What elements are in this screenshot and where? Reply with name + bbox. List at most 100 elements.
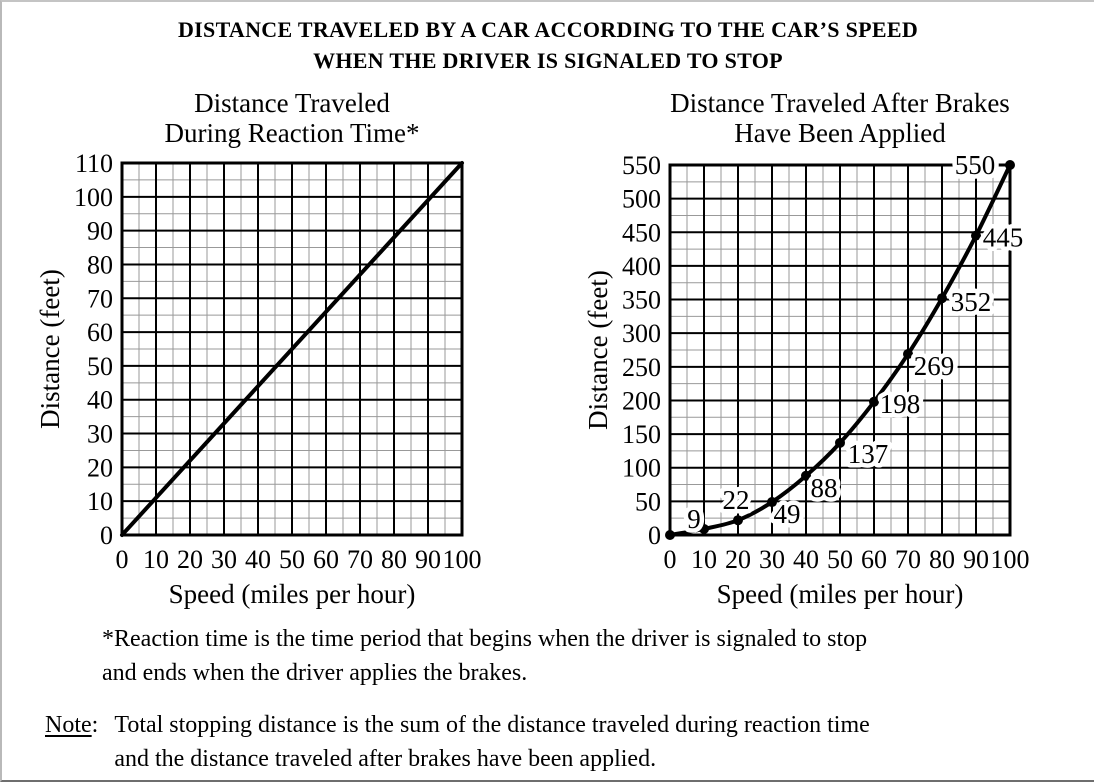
y-tick-label: 70 <box>87 284 113 313</box>
data-point <box>903 349 913 360</box>
major-gridlines <box>122 163 462 535</box>
x-tick-label: 40 <box>793 545 819 574</box>
point-labels: 9 22 49 88 137 198 269 352 445 550 <box>683 150 1028 538</box>
minor-gridlines <box>670 165 1010 535</box>
data-point <box>733 515 743 526</box>
y-tick-labels: 0 50 100 150 200 250 300 350 400 450 500 550 <box>622 151 661 550</box>
note-label-colon: : <box>91 712 99 738</box>
point-label: 269 <box>914 351 955 381</box>
data-point <box>665 530 675 540</box>
data-point <box>937 293 947 304</box>
reaction-time-footnote: *Reaction time is the time period that b… <box>102 622 1062 690</box>
x-tick-labels: 0 10 20 30 40 50 60 70 80 90 100 <box>664 545 1030 574</box>
y-tick-label: 0 <box>648 521 661 550</box>
x-tick-label: 100 <box>443 545 482 574</box>
note-label-word: Note <box>45 712 92 738</box>
y-axis-title: Distance (feet) <box>35 269 65 429</box>
x-tick-label: 60 <box>313 545 339 574</box>
x-axis-title: Speed (miles per hour) <box>169 579 416 609</box>
reaction-chart-title-line-2: During Reaction Time* <box>164 118 420 148</box>
point-label: 49 <box>774 499 801 529</box>
y-tick-label: 400 <box>622 252 661 281</box>
plot-border <box>668 163 1012 537</box>
x-tick-label: 90 <box>963 545 989 574</box>
x-tick-label: 80 <box>929 545 955 574</box>
y-axis-title: Distance (feet) <box>583 270 613 430</box>
braking-distance-chart: 0 10 20 30 40 50 60 70 80 90 100050100150200250300… <box>583 150 1030 609</box>
main-title-line-1: DISTANCE TRAVELED BY A CAR ACCORDING TO … <box>177 17 919 42</box>
x-axis-title: Speed (miles per hour) <box>717 579 964 609</box>
y-tick-label: 50 <box>635 487 661 516</box>
footnote-line-2: and ends when the driver applies the bra… <box>102 660 528 686</box>
y-tick-label: 10 <box>87 487 113 516</box>
point-label: 9 <box>687 504 701 534</box>
x-tick-label: 50 <box>279 545 305 574</box>
footnote-line-1: *Reaction time is the time period that b… <box>102 626 868 652</box>
y-tick-label: 40 <box>87 386 113 415</box>
x-tick-label: 70 <box>895 545 921 574</box>
data-point <box>767 497 777 508</box>
y-tick-label: 90 <box>87 217 113 246</box>
x-tick-label: 50 <box>827 545 853 574</box>
y-tick-label: 30 <box>87 420 113 449</box>
main-title-line-2: WHEN THE DRIVER IS SIGNALED TO STOP <box>313 48 783 73</box>
x-tick-label: 60 <box>861 545 887 574</box>
y-tick-labels: 0 10 20 30 40 50 60 70 80 90 100 110 <box>74 150 113 550</box>
y-tick-label: 550 <box>622 151 661 180</box>
major-gridlines <box>670 165 1010 535</box>
data-point <box>869 396 879 407</box>
point-label: 22 <box>723 485 750 515</box>
point-label: 550 <box>955 150 996 180</box>
note-text-line-1: Total stopping distance is the sum of th… <box>114 712 870 738</box>
x-tick-label: 0 <box>116 545 129 574</box>
x-tick-label: 70 <box>347 545 373 574</box>
data-line <box>120 161 464 537</box>
data-points <box>665 160 1015 540</box>
x-tick-label: 0 <box>664 545 677 574</box>
data-point <box>801 470 811 481</box>
point-label: 137 <box>848 439 889 469</box>
y-tick-label: 450 <box>622 218 661 247</box>
data-point <box>699 523 709 534</box>
x-tick-labels: 0 10 20 30 40 50 60 70 80 90 100 <box>116 545 482 574</box>
x-tick-label: 90 <box>415 545 441 574</box>
y-tick-label: 20 <box>87 453 113 482</box>
y-tick-label: 200 <box>622 386 661 415</box>
braking-chart-title-line-2: Have Been Applied <box>734 118 946 148</box>
reaction-chart-title-line-1: Distance Traveled <box>194 88 390 118</box>
point-label: 88 <box>811 473 838 503</box>
point-label: 445 <box>983 223 1024 253</box>
y-tick-label: 150 <box>622 420 661 449</box>
y-tick-label: 60 <box>87 318 113 347</box>
data-point <box>835 437 845 448</box>
x-tick-label: 10 <box>691 545 717 574</box>
note-label: Note: <box>45 708 98 742</box>
reaction-distance-chart: 0 10 20 30 40 50 60 70 80 90 100010203040506070809… <box>35 150 482 609</box>
y-tick-label: 300 <box>622 319 661 348</box>
braking-chart-title-line-1: Distance Traveled After Brakes <box>670 88 1010 118</box>
y-tick-label: 110 <box>75 150 113 178</box>
x-tick-label: 40 <box>245 545 271 574</box>
data-point <box>1005 160 1015 170</box>
x-tick-label: 30 <box>211 545 237 574</box>
x-tick-label: 80 <box>381 545 407 574</box>
y-tick-label: 80 <box>87 250 113 279</box>
y-tick-label: 100 <box>74 183 113 212</box>
x-tick-label: 20 <box>725 545 751 574</box>
data-point <box>971 230 981 241</box>
y-tick-label: 350 <box>622 286 661 315</box>
reaction-chart-title: Distance Traveled During Reaction Time* <box>122 88 462 148</box>
y-tick-label: 50 <box>87 352 113 381</box>
x-tick-label: 20 <box>177 545 203 574</box>
note-text-line-2: and the distance traveled after brakes h… <box>114 746 657 772</box>
y-tick-label: 250 <box>622 353 661 382</box>
x-tick-label: 100 <box>991 545 1030 574</box>
y-tick-label: 0 <box>100 521 113 550</box>
total-stopping-note: Note: Total stopping distance is the sum… <box>45 708 1065 776</box>
x-tick-label: 30 <box>759 545 785 574</box>
y-tick-label: 100 <box>622 454 661 483</box>
main-title: DISTANCE TRAVELED BY A CAR ACCORDING TO … <box>2 14 1094 76</box>
y-tick-label: 500 <box>622 185 661 214</box>
point-label: 198 <box>880 389 921 419</box>
